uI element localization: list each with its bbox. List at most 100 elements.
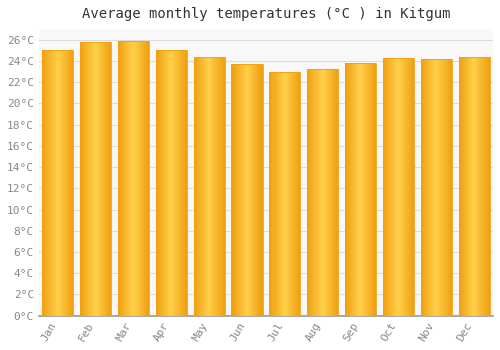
Bar	[157, 50, 158, 316]
Bar	[210, 57, 211, 316]
Bar	[234, 64, 236, 316]
Bar	[118, 41, 119, 316]
Bar	[433, 59, 434, 316]
Bar	[220, 57, 222, 316]
Bar	[285, 71, 286, 316]
Bar	[288, 71, 289, 316]
Bar	[428, 59, 429, 316]
Bar	[280, 71, 282, 316]
Bar	[81, 42, 82, 316]
Bar	[80, 42, 111, 316]
Bar	[207, 57, 208, 316]
Bar	[400, 58, 402, 316]
Bar	[409, 58, 410, 316]
Bar	[105, 42, 106, 316]
Bar	[310, 69, 312, 316]
Bar	[337, 69, 338, 316]
Bar	[245, 64, 246, 316]
Bar	[394, 58, 396, 316]
Bar	[201, 57, 202, 316]
Bar	[366, 63, 367, 316]
Bar	[127, 41, 128, 316]
Bar	[176, 50, 178, 316]
Bar	[408, 58, 409, 316]
Bar	[307, 69, 338, 316]
Bar	[270, 71, 300, 316]
Bar	[249, 64, 250, 316]
Bar	[475, 57, 476, 316]
Bar	[287, 71, 288, 316]
Bar	[200, 57, 201, 316]
Bar	[350, 63, 352, 316]
Bar	[156, 50, 157, 316]
Bar	[335, 69, 336, 316]
Bar	[402, 58, 404, 316]
Bar	[128, 41, 130, 316]
Bar	[253, 64, 254, 316]
Bar	[122, 41, 123, 316]
Bar	[327, 69, 328, 316]
Bar	[298, 71, 300, 316]
Bar	[412, 58, 413, 316]
Bar	[101, 42, 102, 316]
Bar	[427, 59, 428, 316]
Bar	[312, 69, 314, 316]
Bar	[370, 63, 371, 316]
Bar	[282, 71, 283, 316]
Bar	[320, 69, 322, 316]
Bar	[72, 50, 74, 316]
Bar	[484, 57, 486, 316]
Bar	[272, 71, 274, 316]
Bar	[434, 59, 435, 316]
Bar	[205, 57, 206, 316]
Bar	[423, 59, 424, 316]
Bar	[465, 57, 466, 316]
Bar	[70, 50, 71, 316]
Bar	[296, 71, 298, 316]
Bar	[383, 58, 384, 316]
Bar	[393, 58, 394, 316]
Bar	[59, 50, 60, 316]
Bar	[60, 50, 61, 316]
Bar	[431, 59, 432, 316]
Bar	[442, 59, 444, 316]
Bar	[435, 59, 436, 316]
Bar	[436, 59, 438, 316]
Bar	[56, 50, 58, 316]
Bar	[83, 42, 84, 316]
Bar	[61, 50, 62, 316]
Bar	[349, 63, 350, 316]
Bar	[42, 50, 74, 316]
Bar	[438, 59, 440, 316]
Bar	[232, 64, 234, 316]
Bar	[392, 58, 393, 316]
Bar	[364, 63, 366, 316]
Bar	[450, 59, 451, 316]
Bar	[94, 42, 96, 316]
Bar	[444, 59, 446, 316]
Bar	[186, 50, 187, 316]
Bar	[88, 42, 90, 316]
Bar	[352, 63, 354, 316]
Bar	[120, 41, 121, 316]
Bar	[386, 58, 387, 316]
Bar	[425, 59, 426, 316]
Bar	[384, 58, 385, 316]
Bar	[123, 41, 124, 316]
Bar	[473, 57, 474, 316]
Bar	[462, 57, 464, 316]
Bar	[196, 57, 198, 316]
Bar	[464, 57, 465, 316]
Bar	[244, 64, 245, 316]
Bar	[58, 50, 59, 316]
Bar	[283, 71, 284, 316]
Bar	[102, 42, 103, 316]
Bar	[218, 57, 220, 316]
Bar	[367, 63, 368, 316]
Bar	[482, 57, 484, 316]
Bar	[148, 41, 149, 316]
Bar	[284, 71, 285, 316]
Bar	[410, 58, 411, 316]
Bar	[388, 58, 389, 316]
Bar	[64, 50, 65, 316]
